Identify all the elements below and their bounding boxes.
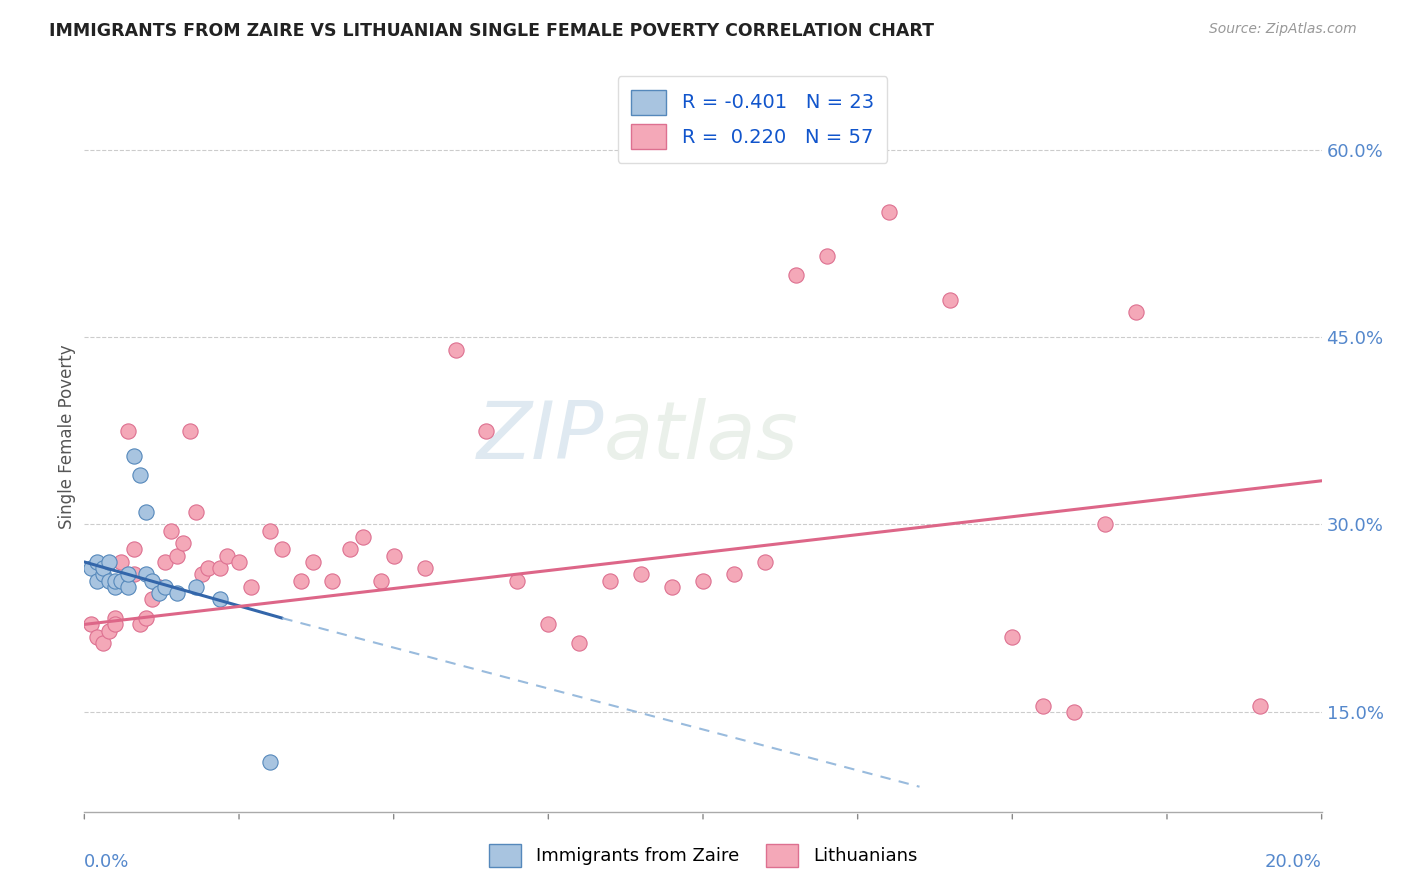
Lithuanians bbox=[141, 592, 163, 607]
Immigrants from Zaire bbox=[86, 574, 108, 588]
Lithuanians bbox=[1249, 698, 1271, 713]
Lithuanians bbox=[815, 249, 838, 263]
Immigrants from Zaire bbox=[110, 574, 132, 588]
Y-axis label: Single Female Poverty: Single Female Poverty bbox=[58, 345, 76, 529]
Lithuanians bbox=[172, 536, 194, 550]
Lithuanians bbox=[413, 561, 436, 575]
Lithuanians bbox=[599, 574, 621, 588]
Lithuanians bbox=[110, 555, 132, 569]
Lithuanians bbox=[104, 611, 127, 625]
Immigrants from Zaire bbox=[141, 574, 163, 588]
Lithuanians bbox=[1094, 517, 1116, 532]
Lithuanians bbox=[370, 574, 392, 588]
Lithuanians bbox=[129, 617, 152, 632]
Lithuanians bbox=[98, 624, 121, 638]
Immigrants from Zaire bbox=[98, 555, 121, 569]
Lithuanians bbox=[117, 424, 139, 438]
Lithuanians bbox=[475, 424, 498, 438]
Immigrants from Zaire bbox=[79, 561, 101, 575]
Lithuanians bbox=[506, 574, 529, 588]
Lithuanians bbox=[339, 542, 361, 557]
Lithuanians bbox=[271, 542, 294, 557]
Immigrants from Zaire bbox=[259, 755, 281, 769]
Lithuanians bbox=[86, 630, 108, 644]
Lithuanians bbox=[135, 611, 157, 625]
Immigrants from Zaire bbox=[86, 555, 108, 569]
Lithuanians bbox=[754, 555, 776, 569]
Lithuanians bbox=[209, 561, 232, 575]
Lithuanians bbox=[723, 567, 745, 582]
Lithuanians bbox=[1125, 305, 1147, 319]
Lithuanians bbox=[321, 574, 343, 588]
Immigrants from Zaire bbox=[184, 580, 207, 594]
Lithuanians bbox=[537, 617, 560, 632]
Lithuanians bbox=[1032, 698, 1054, 713]
Lithuanians bbox=[197, 561, 219, 575]
Lithuanians bbox=[290, 574, 312, 588]
Immigrants from Zaire bbox=[122, 449, 145, 463]
Lithuanians bbox=[568, 636, 591, 650]
Text: ZIP: ZIP bbox=[477, 398, 605, 476]
Lithuanians bbox=[228, 555, 250, 569]
Text: atlas: atlas bbox=[605, 398, 799, 476]
Lithuanians bbox=[352, 530, 374, 544]
Text: Source: ZipAtlas.com: Source: ZipAtlas.com bbox=[1209, 22, 1357, 37]
Lithuanians bbox=[630, 567, 652, 582]
Immigrants from Zaire bbox=[135, 505, 157, 519]
Immigrants from Zaire bbox=[104, 574, 127, 588]
Lithuanians bbox=[91, 636, 114, 650]
Legend: R = -0.401   N = 23, R =  0.220   N = 57: R = -0.401 N = 23, R = 0.220 N = 57 bbox=[617, 76, 887, 163]
Immigrants from Zaire bbox=[117, 580, 139, 594]
Immigrants from Zaire bbox=[129, 467, 152, 482]
Immigrants from Zaire bbox=[209, 592, 232, 607]
Lithuanians bbox=[939, 293, 962, 307]
Text: 0.0%: 0.0% bbox=[84, 853, 129, 871]
Lithuanians bbox=[122, 542, 145, 557]
Lithuanians bbox=[122, 567, 145, 582]
Lithuanians bbox=[153, 555, 176, 569]
Lithuanians bbox=[160, 524, 183, 538]
Lithuanians bbox=[382, 549, 405, 563]
Immigrants from Zaire bbox=[91, 561, 114, 575]
Immigrants from Zaire bbox=[104, 580, 127, 594]
Lithuanians bbox=[215, 549, 238, 563]
Lithuanians bbox=[166, 549, 188, 563]
Text: 20.0%: 20.0% bbox=[1265, 853, 1322, 871]
Lithuanians bbox=[184, 505, 207, 519]
Legend: Immigrants from Zaire, Lithuanians: Immigrants from Zaire, Lithuanians bbox=[481, 837, 925, 874]
Lithuanians bbox=[179, 424, 201, 438]
Immigrants from Zaire bbox=[98, 574, 121, 588]
Lithuanians bbox=[1063, 705, 1085, 719]
Lithuanians bbox=[79, 617, 101, 632]
Lithuanians bbox=[240, 580, 263, 594]
Immigrants from Zaire bbox=[153, 580, 176, 594]
Immigrants from Zaire bbox=[148, 586, 170, 600]
Lithuanians bbox=[104, 617, 127, 632]
Lithuanians bbox=[302, 555, 325, 569]
Text: IMMIGRANTS FROM ZAIRE VS LITHUANIAN SINGLE FEMALE POVERTY CORRELATION CHART: IMMIGRANTS FROM ZAIRE VS LITHUANIAN SING… bbox=[49, 22, 934, 40]
Immigrants from Zaire bbox=[117, 567, 139, 582]
Lithuanians bbox=[1001, 630, 1024, 644]
Lithuanians bbox=[877, 205, 900, 219]
Immigrants from Zaire bbox=[166, 586, 188, 600]
Lithuanians bbox=[259, 524, 281, 538]
Lithuanians bbox=[191, 567, 214, 582]
Immigrants from Zaire bbox=[91, 567, 114, 582]
Lithuanians bbox=[148, 580, 170, 594]
Lithuanians bbox=[444, 343, 467, 357]
Lithuanians bbox=[661, 580, 683, 594]
Lithuanians bbox=[692, 574, 714, 588]
Lithuanians bbox=[785, 268, 807, 282]
Immigrants from Zaire bbox=[135, 567, 157, 582]
